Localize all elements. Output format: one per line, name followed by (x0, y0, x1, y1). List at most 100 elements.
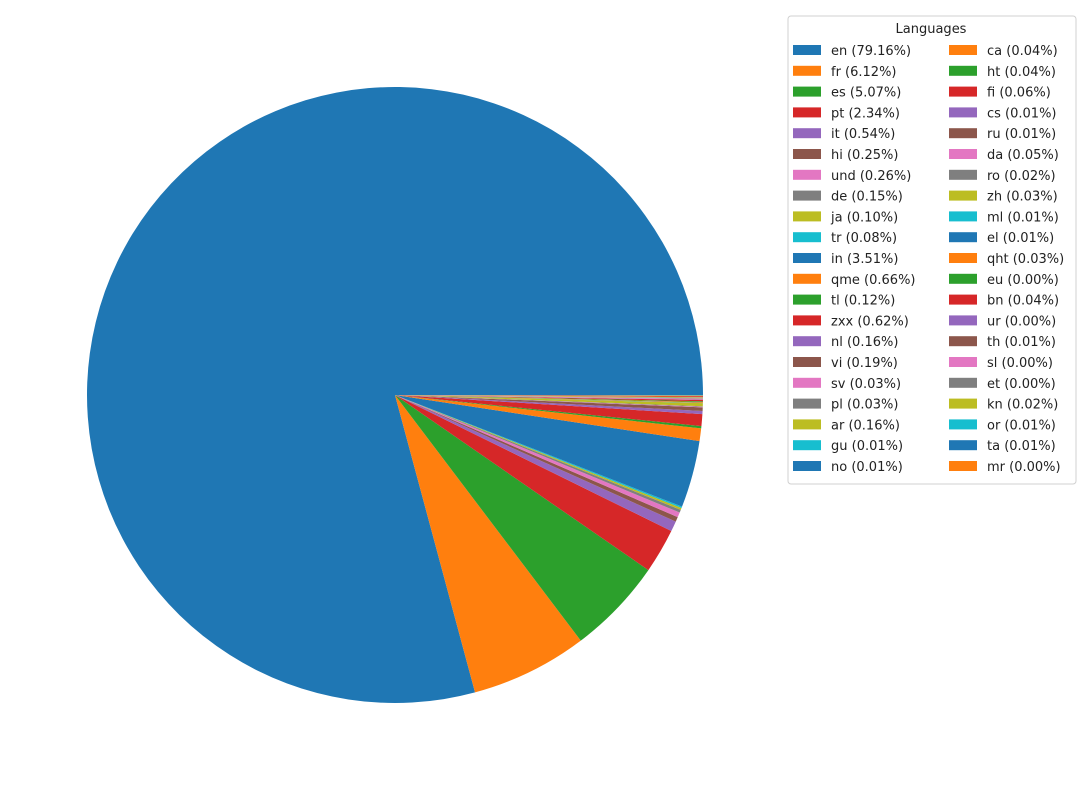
legend-label: es (5.07%) (831, 86, 901, 101)
legend-label: ja (0.10%) (830, 210, 898, 225)
legend: Languages en (79.16%) fr (6.12%) es (5.07%… (787, 15, 1077, 485)
legend-label: el (0.01%) (987, 231, 1054, 246)
legend-swatch (949, 232, 977, 243)
legend-swatch (949, 149, 977, 159)
legend-swatch (949, 211, 977, 222)
legend-swatch (793, 232, 821, 243)
pie-slice-sv (395, 395, 703, 408)
legend-swatch (793, 86, 821, 97)
legend-label: in (3.51%) (831, 252, 898, 267)
legend-swatch (793, 315, 821, 326)
legend-swatch (793, 128, 821, 139)
legend-label: de (0.15%) (831, 190, 903, 205)
legend-swatch (793, 149, 821, 159)
legend-label: ml (0.01%) (987, 210, 1059, 225)
legend-label: or (0.01%) (987, 418, 1056, 433)
pie-slice-th (395, 395, 703, 396)
legend-swatch (793, 461, 821, 471)
legend-swatch (793, 190, 821, 201)
legend-title: Languages (896, 22, 967, 37)
pie-slice-ml (395, 395, 703, 398)
legend-label: ar (0.16%) (831, 418, 900, 433)
legend-swatch (793, 336, 821, 347)
pie-slice-zxx (395, 395, 703, 427)
legend-label: ur (0.00%) (987, 314, 1056, 329)
pie-slice-tr (395, 395, 683, 509)
legend-label: ru (0.01%) (987, 127, 1056, 142)
legend-label: ca (0.04%) (987, 44, 1058, 59)
legend-label: tl (0.12%) (831, 294, 895, 309)
pie-slice-de (395, 395, 681, 513)
legend-label: vi (0.19%) (831, 356, 898, 371)
legend-swatch (793, 65, 821, 76)
pie-slice-qme (395, 395, 702, 442)
legend-swatch (793, 107, 821, 118)
legend-swatch (949, 357, 977, 367)
legend-label: cs (0.01%) (987, 106, 1057, 121)
legend-label: zh (0.03%) (987, 190, 1058, 205)
pie-slice-no (395, 395, 703, 403)
legend-label: ht (0.04%) (987, 65, 1056, 80)
legend-swatch (793, 294, 821, 305)
pie-slice-zh (395, 395, 703, 399)
pie-slice-ja (395, 395, 682, 510)
pie-slice-pl (395, 395, 703, 407)
legend-label: pt (2.34%) (831, 106, 900, 121)
legend-label: gu (0.01%) (831, 439, 903, 454)
legend-swatch (949, 253, 977, 263)
legend-label: et (0.00%) (987, 377, 1056, 392)
pie-slice-cs (395, 395, 703, 401)
pie-slice-hi (395, 395, 678, 522)
legend-label: tr (0.08%) (831, 231, 897, 246)
pie-slice-fi (395, 395, 703, 402)
legend-swatch (949, 273, 977, 284)
legend-label: nl (0.16%) (831, 335, 898, 350)
legend-label: pl (0.03%) (831, 398, 898, 413)
legend-swatch (949, 86, 977, 97)
legend-label: ro (0.02%) (987, 169, 1056, 184)
legend-label: bn (0.04%) (987, 294, 1059, 309)
legend-label: sv (0.03%) (831, 377, 901, 392)
legend-label: mr (0.00%) (987, 460, 1061, 475)
legend-swatch (793, 398, 821, 409)
legend-swatch (949, 315, 977, 326)
legend-swatch (793, 377, 821, 388)
legend-label: fr (6.12%) (831, 65, 897, 80)
legend-swatch (793, 169, 821, 180)
legend-swatch (949, 440, 977, 451)
legend-swatch (949, 461, 977, 471)
legend-label: it (0.54%) (831, 127, 895, 142)
legend-swatch (949, 65, 977, 76)
legend-label: kn (0.02%) (987, 398, 1058, 413)
pie-slice-ht (395, 395, 703, 402)
legend-swatch (949, 128, 977, 139)
pie-slice-bn (395, 395, 703, 397)
pie-slice-und (395, 395, 680, 518)
pie-slices (87, 86, 704, 703)
legend-label: fi (0.06%) (987, 86, 1051, 101)
legend-swatch (949, 190, 977, 201)
legend-frame (787, 15, 1077, 485)
pie-slice-es (395, 395, 649, 641)
legend-swatch (793, 273, 821, 284)
legend-swatch (949, 336, 977, 347)
legend-swatch (793, 45, 821, 55)
legend-swatch (949, 294, 977, 305)
pie-slice-fr (395, 395, 581, 693)
pie-slice-ro (395, 395, 703, 399)
pie-slice-nl (395, 395, 703, 415)
pie-slice-gu (395, 395, 703, 404)
pie-slice-vi (395, 395, 703, 412)
legend-label: eu (0.00%) (987, 273, 1059, 288)
pie-slice-en (87, 86, 704, 703)
legend-swatch (793, 440, 821, 451)
pie-slice-ru (395, 395, 703, 400)
pie-slice-el (395, 395, 703, 398)
legend-swatch (793, 211, 821, 222)
legend-label: th (0.01%) (987, 335, 1056, 350)
legend-swatch (793, 357, 821, 367)
legend-label: qht (0.03%) (987, 252, 1064, 267)
legend-label: qme (0.66%) (831, 273, 916, 288)
legend-label: sl (0.00%) (987, 356, 1053, 371)
